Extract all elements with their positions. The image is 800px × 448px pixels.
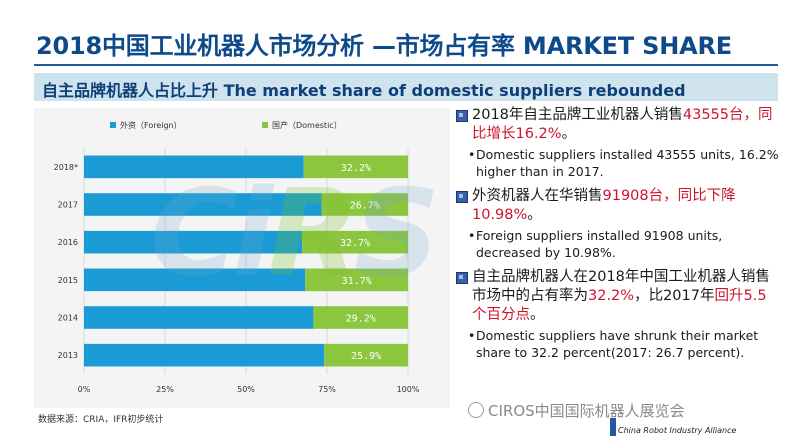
bullet-block-foreign-sales: 外资机器人在华销售91908台，同比下降10.98%。 • Foreign sup…	[456, 187, 780, 261]
data-label: 26.7%	[350, 201, 380, 212]
bullet-en-text: Domestic suppliers have shrunk their mar…	[476, 328, 759, 360]
alliance-logo	[610, 418, 616, 436]
bullet-highlight: 32.2%	[588, 288, 635, 304]
bar-segment	[305, 268, 408, 292]
bullet-cn: 2018年自主品牌工业机器人销售43555台，同比增长16.2%。	[456, 106, 780, 144]
x-tick-label: 100%	[397, 385, 420, 394]
bullet-en: • Domestic suppliers installed 43555 unit…	[456, 146, 780, 180]
x-tick-label: 0%	[78, 385, 91, 394]
bar-segment	[84, 306, 314, 329]
data-label: 29.2%	[346, 314, 376, 325]
bullet-text: 自主品牌机器人在2018年中国工业机器人销售市场中的占有率为	[472, 269, 770, 304]
bullet-text: 。	[530, 307, 545, 323]
wechat-label: CIROS中国国际机器人展览会	[488, 402, 685, 420]
data-label: 32.2%	[341, 163, 371, 174]
bullet-block-market-share: 自主品牌机器人在2018年中国工业机器人销售市场中的占有率为32.2%，比201…	[456, 268, 780, 361]
x-tick-label: 50%	[237, 385, 255, 394]
bar-segment	[321, 193, 408, 216]
category-label: 2013	[58, 351, 78, 360]
bar-segment	[84, 268, 306, 292]
bullet-en-text: Foreign suppliers installed 91908 units,…	[476, 228, 723, 260]
bullet-highlight: 91908台，同比下降10.98%	[472, 188, 736, 223]
source-note: 数据来源：CRIA，IFR初步统计	[38, 415, 164, 425]
bar-segment	[84, 343, 325, 367]
square-bullet-icon	[456, 272, 468, 284]
bullet-text: 外资机器人在华销售	[472, 188, 603, 204]
bar-segment	[303, 155, 408, 179]
dot-bullet-icon: •	[468, 328, 476, 343]
legend-label: 国产（Domestic）	[272, 120, 342, 130]
bullet-block-domestic-sales: 2018年自主品牌工业机器人销售43555台，同比增长16.2%。 • Domes…	[456, 106, 780, 180]
category-label: 2015	[58, 276, 78, 285]
data-label: 31.7%	[342, 276, 372, 287]
category-label: 2014	[58, 314, 78, 323]
bar-segment	[302, 230, 408, 254]
bullet-cn: 外资机器人在华销售91908台，同比下降10.98%。	[456, 187, 780, 225]
wechat-logo-icon	[468, 402, 484, 418]
dot-bullet-icon: •	[468, 147, 476, 162]
category-label: 2016	[58, 238, 78, 247]
legend-label: 外资（Foreign）	[120, 120, 182, 130]
bar-segment	[313, 306, 408, 329]
bar-segment	[84, 230, 303, 254]
chart-panel: 0% 25% 50% 75% 100% 外资（Foreign） 国产（Domestic） 20…	[34, 108, 450, 408]
bullet-en: • Domestic suppliers have shrunk their ma…	[456, 327, 780, 361]
bullet-en: • Foreign suppliers installed 91908 units…	[456, 227, 780, 261]
square-bullet-icon	[456, 191, 468, 203]
data-label: 32.7%	[340, 238, 370, 249]
market-share-chart: 0% 25% 50% 75% 100% 外资（Foreign） 国产（Domestic） 20…	[54, 120, 420, 394]
subtitle-band: 自主品牌机器人占比上升 The market share of domestic…	[34, 73, 778, 101]
wechat-watermark: CIROS中国国际机器人展览会	[468, 400, 685, 421]
x-tick-label: 75%	[318, 385, 336, 394]
bullet-text: ，比2017年	[634, 288, 715, 304]
bullet-column: 2018年自主品牌工业机器人销售43555台，同比增长16.2%。 • Domes…	[456, 106, 780, 368]
bar-segment	[84, 155, 304, 179]
bullet-highlight: 43555台，同比增长16.2%	[472, 107, 773, 142]
x-tick-label: 25%	[156, 385, 174, 394]
legend-swatch	[262, 122, 268, 128]
bullet-en-text: Domestic suppliers installed 43555 units…	[476, 147, 779, 179]
bullet-highlight: 回升5.5个百分点	[472, 288, 767, 323]
slide-title: 2018中国工业机器人市场分析 —市场占有率 MARKET SHARE	[36, 32, 732, 60]
slide-subtitle: 自主品牌机器人占比上升 The market share of domestic…	[42, 81, 686, 100]
bullet-text: 。	[561, 126, 577, 142]
legend-swatch	[110, 122, 116, 128]
bullet-text: 。	[527, 207, 542, 223]
bar-segment	[84, 193, 322, 216]
dot-bullet-icon: •	[468, 228, 476, 243]
category-label: 2018*	[54, 163, 78, 172]
square-bullet-icon	[456, 110, 468, 122]
bullet-cn: 自主品牌机器人在2018年中国工业机器人销售市场中的占有率为32.2%，比201…	[456, 268, 780, 325]
alliance-name: China Robot Industry Alliance	[618, 426, 737, 435]
bar-segment	[324, 343, 408, 367]
category-label: 2017	[58, 201, 78, 210]
title-divider	[34, 64, 778, 66]
bullet-text: 2018年自主品牌工业机器人销售	[472, 107, 683, 123]
data-label: 25.9%	[351, 351, 381, 362]
